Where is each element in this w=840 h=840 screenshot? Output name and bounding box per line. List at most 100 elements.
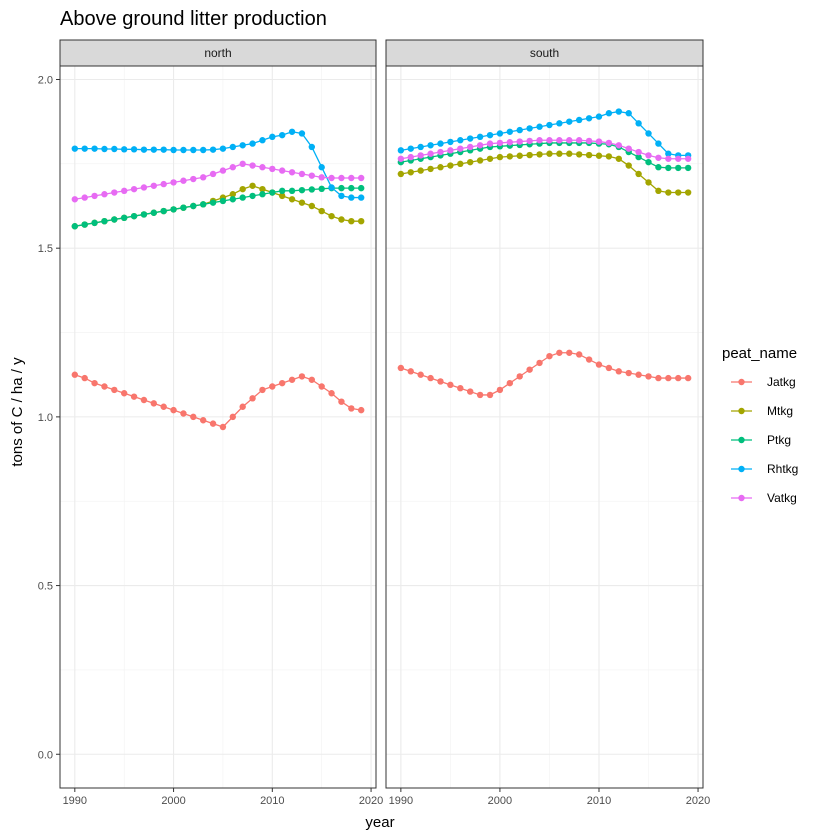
data-point-Jatkg <box>526 366 533 373</box>
data-point-Vatkg <box>595 138 603 145</box>
data-point-Ptkg <box>190 202 197 210</box>
data-point-Jatkg <box>625 369 632 377</box>
data-point-Jatkg <box>427 374 434 382</box>
data-point-Jatkg <box>684 374 692 382</box>
data-point-Vatkg <box>467 143 474 151</box>
data-point-Jatkg <box>180 410 187 417</box>
data-point-Rhtkg <box>140 146 148 153</box>
data-point-Mtkg <box>615 155 622 162</box>
data-point-Vatkg <box>665 155 672 162</box>
strip-label-south: south <box>530 46 559 60</box>
data-point-Ptkg <box>288 187 296 195</box>
data-point-Rhtkg <box>496 130 504 137</box>
series-line-Jatkg <box>74 374 362 428</box>
data-point-Mtkg <box>259 185 266 193</box>
data-point-Rhtkg <box>417 143 424 151</box>
y-tick-label: 1.5 <box>38 243 53 255</box>
data-point-Vatkg <box>506 139 514 146</box>
data-point-Ptkg <box>81 221 88 228</box>
data-point-Mtkg <box>338 216 345 223</box>
data-point-Jatkg <box>457 385 464 392</box>
data-point-Mtkg <box>526 151 533 159</box>
series-Ptkg-north <box>71 184 365 230</box>
data-point-Jatkg <box>120 390 128 397</box>
data-point-Jatkg <box>81 374 88 382</box>
data-point-Jatkg <box>278 379 286 387</box>
data-point-Jatkg <box>288 376 296 383</box>
data-point-Vatkg <box>209 170 217 178</box>
data-point-Mtkg <box>625 162 632 169</box>
x-tick-label: 2010 <box>587 795 611 807</box>
data-point-Vatkg <box>427 150 434 157</box>
data-point-Jatkg <box>259 386 266 394</box>
data-point-Jatkg <box>140 396 148 404</box>
data-point-Rhtkg <box>150 146 158 153</box>
data-point-Vatkg <box>585 137 593 145</box>
data-point-Vatkg <box>407 153 414 161</box>
data-point-Jatkg <box>675 374 682 382</box>
data-point-Vatkg <box>348 174 355 182</box>
data-point-Ptkg <box>160 207 167 215</box>
data-point-Rhtkg <box>259 137 266 144</box>
legend-key-point <box>738 436 745 444</box>
data-point-Ptkg <box>120 214 128 222</box>
data-point-Mtkg <box>467 158 474 166</box>
data-point-Ptkg <box>130 212 138 220</box>
data-point-Rhtkg <box>170 146 177 154</box>
data-point-Mtkg <box>635 170 642 178</box>
data-point-Jatkg <box>150 400 158 407</box>
data-point-Rhtkg <box>605 110 613 117</box>
data-point-Rhtkg <box>338 192 345 200</box>
data-point-Rhtkg <box>91 145 98 152</box>
data-point-Mtkg <box>645 179 652 186</box>
data-point-Vatkg <box>476 142 484 149</box>
series-Vatkg-south <box>397 137 692 162</box>
x-tick-label: 1990 <box>389 795 413 807</box>
data-point-Mtkg <box>556 150 563 157</box>
data-point-Mtkg <box>437 164 444 171</box>
data-point-Jatkg <box>328 390 335 397</box>
legend-item-Ptkg: Ptkg <box>731 433 791 447</box>
data-point-Mtkg <box>496 153 504 161</box>
series-line-Rhtkg <box>400 110 689 157</box>
strip-label-north: north <box>204 46 231 60</box>
data-point-Vatkg <box>417 152 424 159</box>
data-point-Vatkg <box>516 138 523 145</box>
data-point-Rhtkg <box>585 115 593 122</box>
data-point-Jatkg <box>595 361 603 368</box>
y-tick-label: 1.0 <box>38 412 53 424</box>
minor-gridlines <box>60 66 376 788</box>
data-point-Mtkg <box>229 191 237 198</box>
data-point-Vatkg <box>546 137 553 144</box>
data-point-Rhtkg <box>318 164 325 171</box>
x-tick-label: 2020 <box>686 795 710 807</box>
data-point-Rhtkg <box>308 143 316 151</box>
legend-label: Jatkg <box>767 375 796 389</box>
data-point-Jatkg <box>506 379 514 387</box>
data-point-Jatkg <box>486 391 494 399</box>
data-point-Jatkg <box>546 352 553 360</box>
data-point-Rhtkg <box>526 125 533 132</box>
y-tick-label: 2.0 <box>38 74 53 86</box>
chart-title: Above ground litter production <box>60 8 327 30</box>
data-point-Vatkg <box>160 180 167 188</box>
data-point-Vatkg <box>318 174 325 181</box>
data-point-Rhtkg <box>120 146 128 153</box>
data-point-Jatkg <box>357 406 365 414</box>
data-point-Rhtkg <box>160 146 167 153</box>
data-point-Rhtkg <box>130 146 138 153</box>
y-tick-label: 0.0 <box>38 749 53 761</box>
data-point-Vatkg <box>298 170 306 178</box>
data-point-Rhtkg <box>655 140 662 147</box>
data-point-Vatkg <box>605 139 613 147</box>
data-point-Rhtkg <box>357 194 365 201</box>
data-point-Jatkg <box>556 349 563 356</box>
data-point-Rhtkg <box>249 140 256 147</box>
data-point-Rhtkg <box>407 145 414 152</box>
data-point-Rhtkg <box>506 128 514 135</box>
data-point-Jatkg <box>476 391 484 399</box>
data-point-Vatkg <box>328 174 335 182</box>
data-point-Mtkg <box>357 218 365 225</box>
data-point-Vatkg <box>190 175 197 183</box>
